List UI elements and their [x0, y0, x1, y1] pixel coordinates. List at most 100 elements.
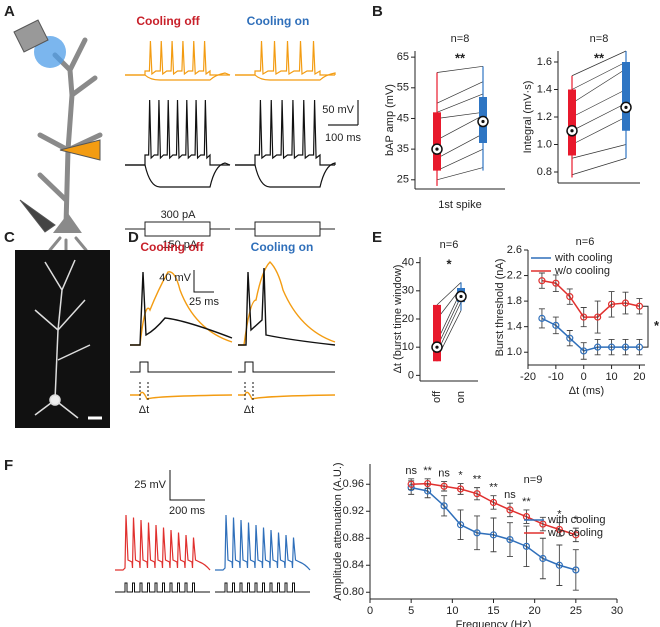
traces: [130, 261, 336, 402]
marker: [552, 279, 560, 287]
n-label: n=9: [524, 474, 543, 486]
panel-label: C: [4, 229, 15, 246]
neuron-schematic: [37, 37, 103, 252]
y-axis-label: Integral (mV·s): [522, 81, 534, 154]
trace: [215, 514, 311, 571]
panel-label: B: [372, 3, 383, 20]
error-bar: [594, 338, 601, 356]
pair-line: [571, 61, 627, 90]
scale-label: 200 ms: [169, 505, 206, 517]
y-tick-label: 1.6: [537, 56, 552, 68]
error-bar: [506, 522, 513, 557]
error-bar: [636, 298, 643, 315]
marker: [621, 299, 630, 307]
x-tick-label: 10: [446, 605, 458, 617]
x-tick-label: 5: [408, 605, 414, 617]
marker: [580, 313, 588, 321]
trace: [125, 99, 230, 166]
y-axis-label: Δt (burst time window): [392, 265, 404, 374]
neuron-image: [34, 259, 102, 420]
current-label: -150 pA: [159, 239, 198, 251]
significance-label: **: [473, 474, 482, 486]
y-tick-label: 35: [397, 143, 409, 155]
error-bar: [539, 537, 546, 580]
significance-label: *: [557, 509, 562, 521]
marker: [566, 293, 574, 301]
error-bar: [552, 274, 559, 292]
error-bar: [490, 495, 497, 510]
marker: [440, 482, 448, 490]
pair-line: [571, 89, 627, 118]
error-bar: [523, 509, 530, 524]
significance-label: *: [458, 469, 463, 481]
x-tick-label: 0: [581, 371, 587, 383]
pair-line: [436, 81, 484, 104]
error-bar: [441, 495, 448, 517]
x-tick-label: off: [431, 390, 443, 403]
error-bar: [474, 515, 481, 551]
x-tick-label: 30: [611, 605, 623, 617]
marker: [552, 321, 560, 329]
error-bar: [636, 338, 643, 356]
mean-dot: [624, 105, 628, 109]
significance: **: [594, 50, 605, 65]
y-tick-label: 0.8: [537, 166, 552, 178]
trace: [235, 162, 336, 188]
marker: [538, 314, 546, 322]
legend-label: w/o cooling: [547, 527, 603, 539]
significance-label: *: [574, 514, 579, 526]
scale-label: 50 mV: [322, 104, 354, 116]
pair-line: [436, 167, 484, 181]
scale-label: 40 mV: [159, 272, 191, 284]
error-bar: [580, 307, 587, 328]
light-spot: [34, 36, 66, 68]
significance: *: [654, 318, 660, 333]
marker: [555, 525, 563, 534]
trace: [125, 162, 231, 188]
trace: [235, 99, 335, 166]
trace: [235, 40, 335, 76]
marker: [607, 300, 616, 308]
pair-line: [436, 282, 462, 306]
legend-label: w/o cooling: [554, 265, 610, 277]
mean-dot: [570, 129, 574, 133]
x-axis-label: Δt (ms): [569, 385, 604, 397]
current-label: 300 pA: [161, 209, 197, 221]
condition-title: Cooling on: [251, 240, 314, 254]
mean-dot: [459, 294, 463, 299]
error-bar: [556, 522, 563, 537]
error-bar: [538, 308, 545, 329]
box: [568, 89, 576, 156]
y-tick-label: 1.2: [537, 111, 552, 123]
marker: [555, 561, 563, 569]
y-tick-label: 20: [402, 313, 414, 325]
error-bar: [566, 330, 573, 347]
y-axis-label: Burst threshold (nA): [494, 259, 506, 357]
delta-label: Δt: [244, 404, 254, 416]
stimulus: [215, 582, 310, 593]
scale-label: 25 mV: [134, 479, 166, 491]
n-label: n=8: [590, 33, 609, 45]
marker: [572, 566, 580, 574]
mean-dot: [435, 345, 439, 349]
box: [433, 112, 441, 171]
y-tick-label: 0.84: [343, 559, 364, 571]
y-tick-label: 0: [408, 369, 414, 381]
error-bar: [474, 487, 481, 501]
marker: [456, 521, 465, 529]
marker: [580, 347, 588, 355]
pair-line: [436, 148, 484, 171]
panel-label: E: [372, 229, 382, 246]
n-label: n=6: [440, 239, 459, 251]
condition-title: Cooling off: [140, 240, 204, 254]
x-tick-label: -20: [520, 371, 536, 383]
error-bar: [506, 502, 513, 518]
confocal-image: [15, 250, 110, 428]
significance-label: **: [489, 482, 498, 494]
marker: [489, 498, 498, 507]
error-bar: [580, 342, 587, 360]
pair-line: [436, 133, 484, 159]
panel-label: F: [4, 457, 13, 474]
error-bar: [490, 517, 497, 553]
